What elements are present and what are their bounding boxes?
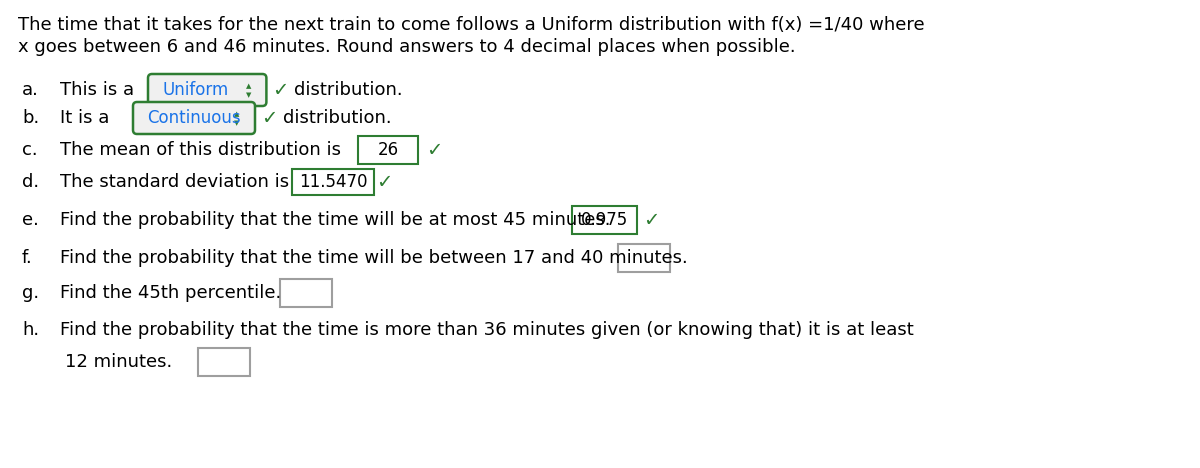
Text: b.: b. bbox=[22, 109, 40, 127]
FancyBboxPatch shape bbox=[280, 279, 332, 307]
Text: Uniform: Uniform bbox=[162, 81, 228, 99]
Text: ✓: ✓ bbox=[426, 140, 443, 160]
FancyBboxPatch shape bbox=[358, 136, 418, 164]
Text: ✓: ✓ bbox=[376, 173, 392, 191]
Text: ▼: ▼ bbox=[234, 120, 240, 126]
Text: ✓: ✓ bbox=[272, 80, 289, 100]
FancyBboxPatch shape bbox=[292, 169, 374, 195]
Text: f.: f. bbox=[22, 249, 32, 267]
Text: d.: d. bbox=[22, 173, 40, 191]
Text: ✓: ✓ bbox=[262, 109, 277, 127]
Text: distribution.: distribution. bbox=[283, 109, 391, 127]
Text: The standard deviation is: The standard deviation is bbox=[60, 173, 289, 191]
Text: Find the probability that the time is more than 36 minutes given (or knowing tha: Find the probability that the time is mo… bbox=[60, 321, 913, 339]
FancyBboxPatch shape bbox=[618, 244, 670, 272]
Text: 0.975: 0.975 bbox=[581, 211, 628, 229]
Text: This is a: This is a bbox=[60, 81, 134, 99]
Text: Find the 45th percentile.: Find the 45th percentile. bbox=[60, 284, 281, 302]
Text: e.: e. bbox=[22, 211, 38, 229]
Text: Find the probability that the time will be at most 45 minutes.: Find the probability that the time will … bbox=[60, 211, 611, 229]
Text: a.: a. bbox=[22, 81, 38, 99]
Text: 26: 26 bbox=[378, 141, 398, 159]
Text: 12 minutes.: 12 minutes. bbox=[65, 353, 173, 371]
Text: ✓: ✓ bbox=[643, 211, 659, 229]
Text: c.: c. bbox=[22, 141, 37, 159]
Text: distribution.: distribution. bbox=[294, 81, 403, 99]
FancyBboxPatch shape bbox=[133, 102, 256, 134]
FancyBboxPatch shape bbox=[198, 348, 250, 376]
FancyBboxPatch shape bbox=[148, 74, 266, 106]
Text: It is a: It is a bbox=[60, 109, 109, 127]
Text: Find the probability that the time will be between 17 and 40 minutes.: Find the probability that the time will … bbox=[60, 249, 688, 267]
Text: ▲: ▲ bbox=[234, 111, 240, 117]
Text: 11.5470: 11.5470 bbox=[299, 173, 367, 191]
Text: ▲: ▲ bbox=[246, 83, 251, 89]
Text: Continuous: Continuous bbox=[148, 109, 241, 127]
FancyBboxPatch shape bbox=[572, 206, 637, 234]
Text: x goes between 6 and 46 minutes. Round answers to 4 decimal places when possible: x goes between 6 and 46 minutes. Round a… bbox=[18, 38, 796, 56]
Text: The time that it takes for the next train to come follows a Uniform distribution: The time that it takes for the next trai… bbox=[18, 16, 925, 34]
Text: ▼: ▼ bbox=[246, 92, 251, 98]
Text: g.: g. bbox=[22, 284, 40, 302]
Text: h.: h. bbox=[22, 321, 40, 339]
Text: The mean of this distribution is: The mean of this distribution is bbox=[60, 141, 341, 159]
